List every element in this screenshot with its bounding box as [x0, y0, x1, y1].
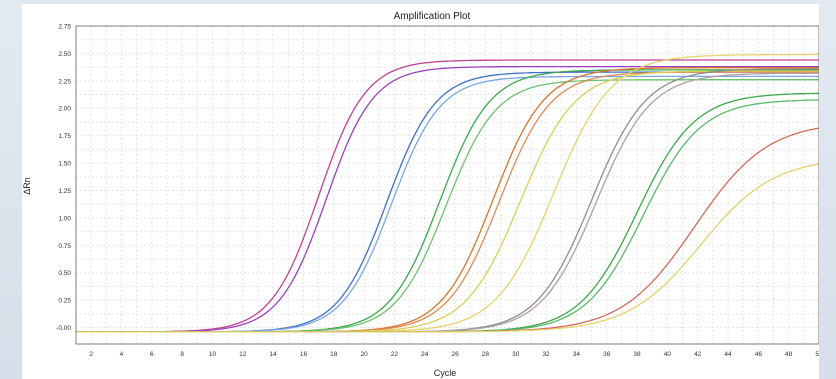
- series-line-16: [76, 163, 819, 333]
- x-tick-label: 44: [724, 351, 732, 358]
- y-axis-label: ΔRn: [22, 177, 32, 195]
- x-tick-label: 2: [89, 351, 93, 358]
- y-tick-labels: -0.00 0.25 0.50 0.75 1.00 1.25 1.50 1.75 2.00 2.2…: [56, 24, 71, 333]
- x-tick-label: 14: [270, 351, 278, 358]
- x-tick-label: 32: [542, 351, 550, 358]
- y-tick-label: 2.00: [58, 106, 71, 113]
- x-tick-label: 30: [512, 351, 520, 358]
- x-tick-label: 10: [209, 351, 217, 358]
- x-tick-label: 34: [573, 351, 581, 358]
- background-right-band: [814, 0, 836, 379]
- x-tick-label: 12: [239, 351, 247, 358]
- x-tick-label: 16: [300, 351, 308, 358]
- x-tick-label: 26: [451, 351, 459, 358]
- y-tick-label: 2.25: [58, 78, 71, 85]
- series-line-7: [76, 67, 819, 333]
- y-tick-label: 2.75: [58, 24, 71, 31]
- background-left-band: [0, 0, 22, 379]
- amplification-plot-chart: Amplification Plot 2 4 6 8 10 12 14 16 18 20 22 24 2…: [22, 11, 819, 378]
- x-tick-label: 38: [633, 351, 641, 358]
- x-tick-label: 20: [360, 351, 368, 358]
- x-axis-label: Cycle: [434, 368, 457, 378]
- y-tick-label: 1.25: [58, 188, 71, 195]
- x-tick-label: 42: [694, 351, 702, 358]
- series-group: [76, 53, 819, 333]
- y-tick-label: -0.00: [56, 325, 71, 332]
- x-tick-label: 22: [391, 351, 399, 358]
- x-tick-label: 46: [755, 351, 763, 358]
- y-tick-label: 2.50: [58, 51, 71, 58]
- chart-title: Amplification Plot: [394, 11, 471, 22]
- series-line-10: [76, 53, 819, 333]
- x-tick-label: 36: [603, 351, 611, 358]
- x-tick-label: 18: [330, 351, 338, 358]
- x-tick-label: 8: [180, 351, 184, 358]
- y-tick-label: 1.75: [58, 133, 71, 140]
- y-tick-label: 0.50: [58, 270, 71, 277]
- y-tick-label: 0.25: [58, 298, 71, 305]
- y-tick-label: 0.75: [58, 243, 71, 250]
- x-tick-label: 24: [421, 351, 429, 358]
- series-line-1: [76, 59, 819, 333]
- series-line-13: [76, 92, 819, 333]
- x-tick-label: 40: [664, 351, 672, 358]
- plot-border: [75, 25, 819, 345]
- series-line-14: [76, 99, 819, 333]
- x-tick-label: 48: [785, 351, 793, 358]
- x-tick-label: 50: [815, 351, 819, 358]
- y-tick-label: 1.00: [58, 215, 71, 222]
- grid: [76, 25, 819, 344]
- y-tick-label: 1.50: [58, 161, 71, 168]
- x-tick-label: 4: [120, 351, 124, 358]
- amplification-plot-panel: Amplification Plot 2 4 6 8 10 12 14 16 18 20 22 24 2…: [22, 4, 819, 379]
- x-tick-label: 28: [482, 351, 490, 358]
- x-tick-label: 6: [150, 351, 154, 358]
- series-line-2: [76, 65, 819, 333]
- x-tick-labels: 2 4 6 8 10 12 14 16 18 20 22 24 26 28 30 32 34 36 38 40 42 44…: [89, 351, 819, 358]
